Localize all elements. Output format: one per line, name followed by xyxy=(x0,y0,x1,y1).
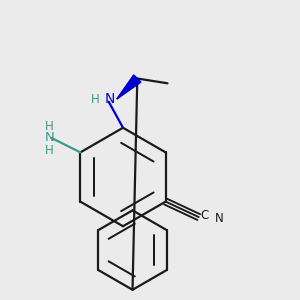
Text: N: N xyxy=(105,92,116,106)
Text: H: H xyxy=(45,119,54,133)
Text: H: H xyxy=(45,144,54,157)
Text: N: N xyxy=(215,212,224,225)
Text: N: N xyxy=(44,131,54,144)
Polygon shape xyxy=(117,75,141,99)
Text: H: H xyxy=(91,93,100,106)
Text: C: C xyxy=(200,209,208,222)
